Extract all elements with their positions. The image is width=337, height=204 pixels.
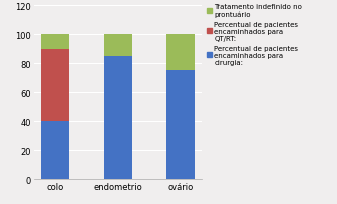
Bar	[166, 35, 194, 71]
Bar	[41, 50, 69, 122]
Bar	[41, 35, 69, 50]
Bar	[104, 57, 132, 180]
Bar	[166, 71, 194, 180]
Bar	[41, 122, 69, 180]
Bar	[104, 35, 132, 57]
Legend: Tratamento indefinido no
prontuário, Percentual de pacientes
encaminhados para
Q: Tratamento indefinido no prontuário, Per…	[207, 4, 302, 65]
